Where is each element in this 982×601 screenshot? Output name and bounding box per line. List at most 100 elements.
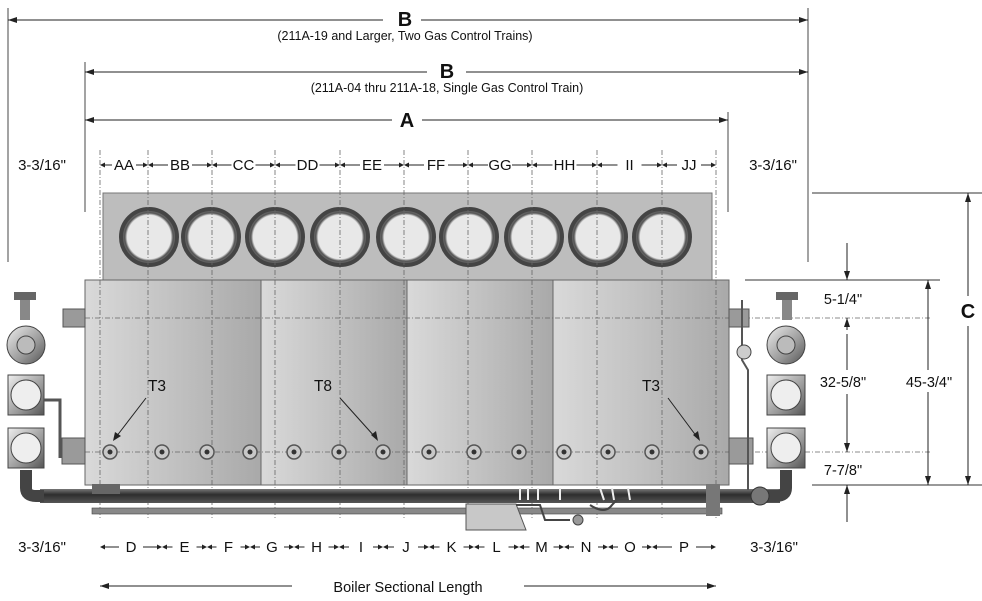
tapping-port-center bbox=[471, 449, 477, 455]
tapping-port-center bbox=[698, 449, 704, 455]
spacing-arrow bbox=[514, 544, 519, 550]
top-spacing-hh: HH bbox=[554, 157, 576, 174]
spacing-arrow bbox=[143, 162, 148, 168]
spacing-arrow bbox=[592, 162, 597, 168]
flue-outlet-ring bbox=[119, 207, 179, 267]
spacing-arrow bbox=[275, 162, 280, 168]
top-spacing-dd: DD bbox=[297, 157, 319, 174]
spacing-arrow bbox=[608, 544, 613, 550]
tapping-port-center bbox=[291, 449, 297, 455]
tapping-row bbox=[102, 444, 709, 460]
tapping-port-center bbox=[426, 449, 432, 455]
dimension-b-single-train: B (211A-04 thru 211A-18, Single Gas Cont… bbox=[84, 61, 808, 212]
spacing-arrow bbox=[202, 544, 207, 550]
flue-outlet-ring bbox=[504, 207, 564, 267]
spacing-arrow bbox=[424, 544, 429, 550]
bottom-spacing-p: P bbox=[679, 539, 689, 556]
bottom-spacing-h: H bbox=[311, 539, 322, 556]
top-spacing-jj: JJ bbox=[682, 157, 697, 174]
spacing-arrow bbox=[647, 544, 652, 550]
bottom-spacing-row: 3-3/16" 3-3/16" D E F G H I J K L M N O P bbox=[18, 539, 798, 556]
bottom-spacing-m: M bbox=[535, 539, 548, 556]
height-bottom-offset-label: 7-7/8" bbox=[824, 463, 862, 479]
spacing-arrow bbox=[289, 544, 294, 550]
dimension-c-letter: C bbox=[961, 301, 975, 323]
spacing-arrow bbox=[603, 544, 608, 550]
top-spacing-ff: FF bbox=[427, 157, 445, 174]
top-spacing-cc: CC bbox=[233, 157, 255, 174]
spacing-arrow bbox=[340, 162, 345, 168]
dimension-b-two-trains-note: (211A-19 and Larger, Two Gas Control Tra… bbox=[277, 29, 532, 43]
bottom-spacing-d: D bbox=[126, 539, 137, 556]
bottom-spacing-j: J bbox=[402, 539, 410, 556]
tapping-port-center bbox=[159, 449, 165, 455]
top-spacing-ee: EE bbox=[362, 157, 382, 174]
spacing-arrow bbox=[339, 544, 344, 550]
spacing-arrow bbox=[711, 544, 716, 550]
spacing-arrow bbox=[212, 162, 217, 168]
bottom-spacing-i: I bbox=[359, 539, 363, 556]
height-top-offset-label: 5-1/4" bbox=[824, 292, 862, 308]
spacing-arrow bbox=[429, 544, 434, 550]
tapping-port-center bbox=[247, 449, 253, 455]
tapping-port-center bbox=[605, 449, 611, 455]
top-spacing-row: 3-3/16" 3-3/16" AA BB CC DD EE FF GG HH II JJ bbox=[18, 157, 797, 174]
tapping-callouts: T3 T8 T3 bbox=[113, 378, 700, 441]
sectional-length-dimension: Boiler Sectional Length bbox=[100, 580, 716, 596]
spacing-arrow bbox=[532, 162, 537, 168]
flue-outlet-ring bbox=[439, 207, 499, 267]
left-gas-control-train bbox=[6, 292, 86, 502]
bottom-spacing-e: E bbox=[179, 539, 189, 556]
spacing-arrow bbox=[334, 544, 339, 550]
bottom-spacing-l: L bbox=[492, 539, 500, 556]
spacing-arrow bbox=[474, 544, 479, 550]
spacing-arrow bbox=[378, 544, 383, 550]
top-right-offset: 3-3/16" bbox=[749, 157, 797, 174]
bottom-spacing-n: N bbox=[581, 539, 592, 556]
spacing-arrow bbox=[270, 162, 275, 168]
gas-manifold bbox=[40, 484, 780, 531]
tapping-label-t3-left: T3 bbox=[148, 378, 166, 395]
tapping-port-center bbox=[649, 449, 655, 455]
spacing-arrow bbox=[100, 162, 105, 168]
bottom-spacing-g: G bbox=[266, 539, 278, 556]
flue-collector bbox=[102, 192, 713, 281]
spacing-arrow bbox=[207, 544, 212, 550]
spacing-arrow bbox=[294, 544, 299, 550]
spacing-arrow bbox=[250, 544, 255, 550]
spacing-arrow bbox=[404, 162, 409, 168]
spacing-arrow bbox=[162, 544, 167, 550]
spacing-arrow bbox=[711, 162, 716, 168]
section-centerlines bbox=[99, 150, 717, 520]
spacing-arrow bbox=[559, 544, 564, 550]
tapping-port-center bbox=[561, 449, 567, 455]
top-left-offset: 3-3/16" bbox=[18, 157, 66, 174]
spacing-arrow bbox=[468, 162, 473, 168]
spacing-arrow bbox=[597, 162, 602, 168]
spacing-arrow bbox=[662, 162, 667, 168]
top-spacing-gg: GG bbox=[488, 157, 511, 174]
dimension-b-two-trains: B (211A-19 and Larger, Two Gas Control T… bbox=[7, 8, 809, 262]
bottom-spacing-o: O bbox=[624, 539, 636, 556]
dimension-b-single-letter: B bbox=[440, 61, 454, 83]
spacing-arrow bbox=[519, 544, 524, 550]
dimension-a-overall: A bbox=[85, 110, 729, 212]
spacing-arrow bbox=[157, 544, 162, 550]
spacing-arrow bbox=[399, 162, 404, 168]
height-mid-label: 32-5/8" bbox=[820, 375, 866, 391]
height-total-label: 45-3/4" bbox=[906, 375, 952, 391]
spacing-arrow bbox=[148, 162, 153, 168]
tapping-port-center bbox=[107, 449, 113, 455]
dimension-a-letter: A bbox=[400, 110, 414, 132]
spacing-arrow bbox=[207, 162, 212, 168]
spacing-arrow bbox=[463, 162, 468, 168]
sectional-length-label: Boiler Sectional Length bbox=[333, 580, 482, 596]
spacing-arrow bbox=[564, 544, 569, 550]
spacing-arrow bbox=[100, 544, 105, 550]
flue-outlet-ring bbox=[568, 207, 628, 267]
flue-outlet-ring bbox=[376, 207, 436, 267]
bottom-spacing-k: K bbox=[446, 539, 456, 556]
dimension-b-single-train-note: (211A-04 thru 211A-18, Single Gas Contro… bbox=[311, 81, 584, 95]
tapping-port-center bbox=[336, 449, 342, 455]
